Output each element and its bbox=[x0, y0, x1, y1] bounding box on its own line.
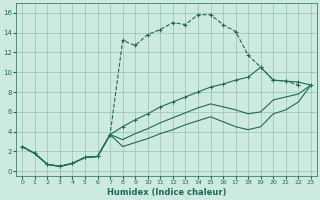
X-axis label: Humidex (Indice chaleur): Humidex (Indice chaleur) bbox=[107, 188, 226, 197]
